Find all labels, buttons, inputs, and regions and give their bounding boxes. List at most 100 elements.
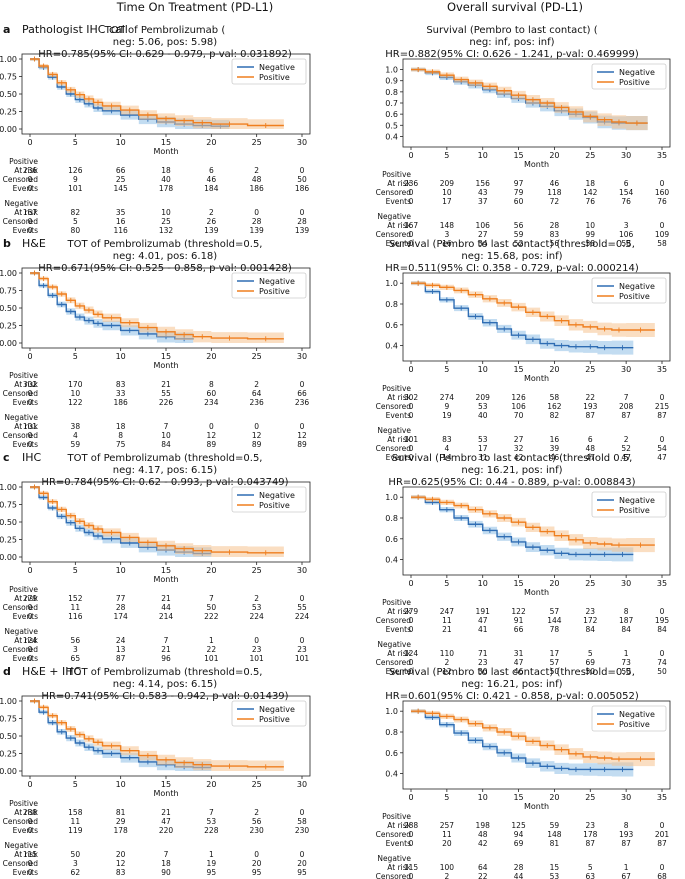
- risk-cell: 52: [514, 239, 524, 248]
- risk-cell: 53: [252, 603, 262, 612]
- risk-cell: 109: [655, 230, 670, 239]
- risk-cell: 0: [28, 184, 33, 193]
- risk-cell: 7: [164, 636, 169, 645]
- risk-cell: 28: [550, 221, 560, 230]
- legend-label-positive: Positive: [619, 292, 650, 301]
- risk-row-label: Censored: [3, 389, 39, 398]
- risk-row-label: Events: [13, 184, 38, 193]
- x-tick-label: 0: [408, 151, 413, 160]
- risk-cell: 193: [583, 402, 598, 411]
- km-curve-positive: [411, 710, 655, 760]
- risk-group-positive: Positive: [382, 812, 411, 821]
- risk-cell: 10: [586, 221, 596, 230]
- risk-cell: 46: [207, 175, 217, 184]
- y-tick-label: 0.25: [0, 322, 17, 331]
- x-tick-label: 25: [252, 138, 262, 147]
- y-tick-label: 1.0: [385, 707, 398, 716]
- risk-cell: 11: [442, 616, 452, 625]
- risk-cell: 87: [621, 411, 631, 420]
- legend-label-negative: Negative: [259, 63, 295, 72]
- y-tick-label: 0.75: [0, 287, 17, 296]
- x-tick-label: 15: [513, 151, 523, 160]
- risk-cell: 0: [28, 817, 33, 826]
- km-curve-negative: [411, 496, 634, 556]
- risk-cell: 160: [655, 188, 670, 197]
- risk-cell: 20: [297, 859, 307, 868]
- risk-cell: 162: [547, 402, 562, 411]
- chart-title-line: HR=0.671(95% CI: 0.525 - 0.858, p-val: 0…: [38, 263, 292, 274]
- risk-cell: 84: [586, 625, 596, 634]
- risk-row-label: Events: [13, 654, 38, 663]
- risk-cell: 60: [514, 197, 524, 206]
- risk-cell: 17: [478, 444, 488, 453]
- risk-row-label: Censored: [376, 616, 412, 625]
- risk-cell: 186: [250, 184, 265, 193]
- risk-row-label: At risk: [14, 636, 38, 645]
- risk-cell: 302: [23, 380, 38, 389]
- risk-cell: 18: [161, 166, 171, 175]
- y-tick-label: 0.50: [0, 518, 17, 527]
- legend-label-positive: Positive: [259, 501, 290, 510]
- y-tick-label: 0.25: [0, 536, 17, 545]
- risk-cell: 234: [204, 398, 219, 407]
- risk-cell: 0: [28, 826, 33, 835]
- x-tick-label: 25: [585, 365, 595, 374]
- chart-title-line: TOT of Pembrolizumab (threshold=0.5,: [66, 667, 262, 678]
- risk-cell: 0: [254, 636, 259, 645]
- y-tick-label: 0.6: [385, 110, 398, 119]
- risk-cell: 2: [254, 808, 259, 817]
- risk-cell: 0: [28, 612, 33, 621]
- risk-cell: 126: [68, 166, 83, 175]
- risk-cell: 0: [409, 188, 414, 197]
- y-tick-label: 0.75: [0, 73, 17, 82]
- risk-cell: 0: [660, 863, 665, 872]
- risk-cell: 214: [159, 612, 174, 621]
- x-tick-label: 15: [513, 793, 523, 802]
- risk-cell: 10: [71, 389, 81, 398]
- risk-cell: 48: [252, 175, 262, 184]
- legend-label-negative: Negative: [619, 496, 655, 505]
- risk-cell: 100: [440, 863, 455, 872]
- risk-cell: 84: [657, 625, 667, 634]
- risk-cell: 12: [442, 667, 452, 676]
- risk-cell: 187: [619, 616, 634, 625]
- panel-label: c: [3, 451, 10, 464]
- legend-label-positive: Positive: [619, 720, 650, 729]
- chart-title-line: neg: 4.17, pos: 6.15): [113, 465, 217, 476]
- risk-cell: 11: [442, 830, 452, 839]
- x-tick-label: 10: [116, 352, 126, 361]
- chart-title-line: neg: 15.68, pos: inf): [461, 251, 562, 262]
- risk-cell: 50: [297, 175, 307, 184]
- risk-cell: 58: [586, 239, 596, 248]
- risk-cell: 16: [442, 239, 452, 248]
- y-tick-label: 0.00: [0, 767, 17, 776]
- chart-title-line: Survival (Pembro to last contact) (: [426, 25, 597, 36]
- risk-cell: 110: [440, 649, 455, 658]
- risk-cell: 0: [28, 226, 33, 235]
- x-tick-label: 20: [549, 151, 559, 160]
- risk-row-label: At risk: [387, 179, 411, 188]
- risk-cell: 46: [550, 453, 560, 462]
- risk-cell: 228: [204, 826, 219, 835]
- risk-cell: 83: [442, 435, 452, 444]
- column-title-tot: Time On Treatment (PD-L1): [116, 0, 274, 14]
- risk-cell: 11: [71, 603, 81, 612]
- x-tick-label: 25: [252, 780, 262, 789]
- risk-cell: 9: [444, 402, 449, 411]
- x-tick-label: 5: [444, 579, 449, 588]
- risk-cell: 224: [250, 612, 265, 621]
- risk-cell: 0: [409, 239, 414, 248]
- risk-cell: 230: [250, 826, 265, 835]
- x-tick-label: 0: [408, 579, 413, 588]
- km-curve-negative: [30, 272, 194, 340]
- risk-cell: 279: [23, 594, 38, 603]
- risk-row-label: Events: [13, 226, 38, 235]
- risk-cell: 0: [409, 197, 414, 206]
- risk-cell: 87: [586, 411, 596, 420]
- x-tick-label: 25: [252, 352, 262, 361]
- risk-cell: 2: [444, 872, 449, 879]
- plot-frame: [402, 486, 671, 576]
- risk-cell: 2: [624, 435, 629, 444]
- risk-cell: 9: [73, 175, 78, 184]
